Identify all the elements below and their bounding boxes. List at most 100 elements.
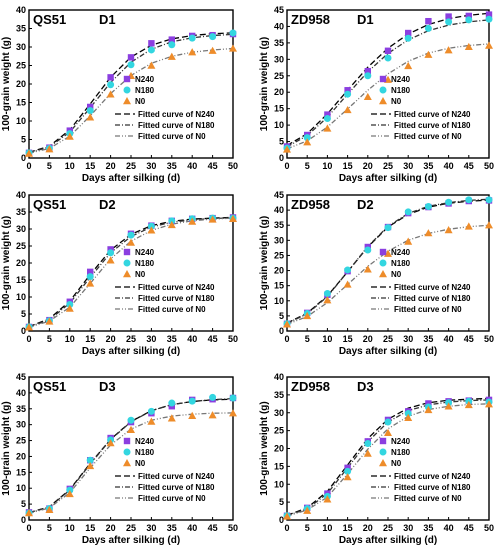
x-tick-label: 15 (343, 161, 353, 171)
legend-label: Fitted curve of N180 (138, 483, 215, 492)
y-tick-label: 15 (16, 98, 26, 108)
data-point-n180 (364, 72, 372, 80)
data-point-n180 (323, 115, 331, 123)
y-tick-label: 5 (21, 499, 26, 509)
y-tick-label: 40 (16, 5, 26, 15)
variety-label: ZD958 (291, 379, 330, 394)
x-tick-label: 20 (363, 161, 373, 171)
site-label: D3 (357, 379, 374, 394)
x-tick-label: 35 (423, 334, 433, 344)
data-point-n240 (107, 74, 114, 81)
y-tick-label: 25 (274, 71, 284, 81)
legend-label: Fitted curve of N180 (138, 294, 215, 303)
y-tick-label: 20 (274, 87, 284, 97)
data-point-n0 (303, 311, 312, 320)
data-point-n0 (208, 215, 217, 223)
variety-label: ZD958 (291, 197, 330, 212)
y-tick-label: 35 (16, 404, 26, 414)
data-point-n0 (188, 411, 197, 419)
chart-panel-2: 0 5 10 15 20 25 30 35 40 45 50 0 5 10 15 20 25 30 35 40 45 Da… (259, 5, 494, 184)
y-axis-label: 100-grain weight (g) (259, 216, 270, 310)
y-tick-label: 5 (21, 309, 26, 319)
legend-label: Fitted curve of N0 (394, 494, 462, 503)
x-axis-label: Days after silking (d) (339, 346, 437, 357)
data-point-n0 (464, 400, 473, 409)
legend-marker (379, 459, 387, 467)
data-point-n0 (65, 304, 74, 312)
legend-marker (123, 270, 131, 278)
x-tick-label: 15 (343, 523, 353, 533)
data-point-n0 (384, 428, 392, 436)
data-point-n180 (384, 224, 392, 232)
data-point-n0 (45, 317, 54, 325)
data-point-n240 (127, 54, 135, 61)
y-tick-label: 25 (274, 426, 284, 436)
x-tick-label: 5 (47, 161, 52, 171)
data-point-n0 (188, 217, 197, 225)
chart-panel-5: 0 5 10 15 20 25 30 35 40 45 50 0 5 10 15 20 25 30 35 40 45 Da… (1, 372, 238, 546)
data-point-n0 (323, 296, 332, 304)
y-tick-label: 10 (16, 483, 26, 493)
y-tick-label: 25 (16, 61, 26, 71)
data-point-n180 (147, 46, 155, 54)
x-tick-label: 45 (208, 523, 218, 533)
legend-label: Fitted curve of N180 (138, 121, 215, 130)
x-tick-label: 45 (464, 334, 474, 344)
data-point-n180 (384, 418, 392, 426)
x-tick-label: 25 (383, 161, 393, 171)
data-point-n0 (323, 124, 332, 132)
y-tick-label: 40 (16, 190, 26, 200)
data-point-n0 (464, 222, 473, 230)
data-point-n0 (127, 238, 135, 246)
data-point-n0 (424, 405, 433, 414)
data-point-n180 (445, 18, 453, 26)
x-tick-label: 50 (228, 161, 238, 171)
data-point-n0 (25, 149, 33, 157)
data-point-n0 (283, 512, 291, 520)
data-point-n0 (45, 505, 54, 514)
data-point-n180 (147, 407, 155, 415)
legend-label: N180 (135, 86, 155, 95)
data-point-n180 (323, 290, 331, 298)
x-tick-label: 20 (106, 334, 116, 344)
x-tick-label: 0 (26, 334, 31, 344)
y-tick-label: 35 (16, 207, 26, 217)
data-point-n0 (45, 145, 54, 153)
fitted-curve-line-3 (28, 412, 234, 514)
data-point-n0 (106, 256, 115, 264)
legend-label: N0 (391, 97, 402, 106)
y-tick-label: 20 (274, 266, 284, 276)
legend-label: Fitted curve of N0 (394, 132, 462, 141)
legend-label: N240 (391, 75, 411, 84)
data-point-n240 (344, 87, 351, 94)
data-point-n180 (209, 393, 217, 401)
data-point-n240 (168, 36, 175, 43)
x-tick-label: 30 (146, 523, 156, 533)
data-point-n240 (87, 268, 94, 276)
x-axis-label: Days after silking (d) (82, 346, 180, 357)
site-label: D1 (99, 12, 116, 27)
legend-label: N180 (135, 448, 155, 457)
x-tick-label: 0 (284, 161, 289, 171)
x-tick-label: 50 (484, 523, 494, 533)
x-tick-label: 10 (322, 523, 332, 533)
y-tick-label: 0 (21, 153, 26, 163)
x-tick-label: 10 (65, 523, 75, 533)
legend-marker (123, 248, 131, 256)
data-point-n0 (485, 400, 493, 408)
y-tick-label: 35 (16, 24, 26, 34)
legend-label: Fitted curve of N240 (394, 283, 471, 292)
x-tick-label: 15 (85, 523, 95, 533)
y-tick-label: 15 (274, 104, 284, 114)
data-point-n180 (86, 107, 94, 115)
fitted-curve-line-2 (28, 397, 234, 514)
x-tick-label: 30 (403, 161, 413, 171)
legend-marker (123, 448, 131, 456)
data-point-n0 (464, 42, 473, 51)
data-point-n180 (303, 134, 311, 142)
data-point-n0 (485, 41, 493, 49)
y-tick-label: 30 (274, 54, 284, 64)
data-point-n0 (229, 409, 237, 417)
data-point-n0 (167, 414, 176, 422)
legend-label: Fitted curve of N0 (138, 132, 206, 141)
